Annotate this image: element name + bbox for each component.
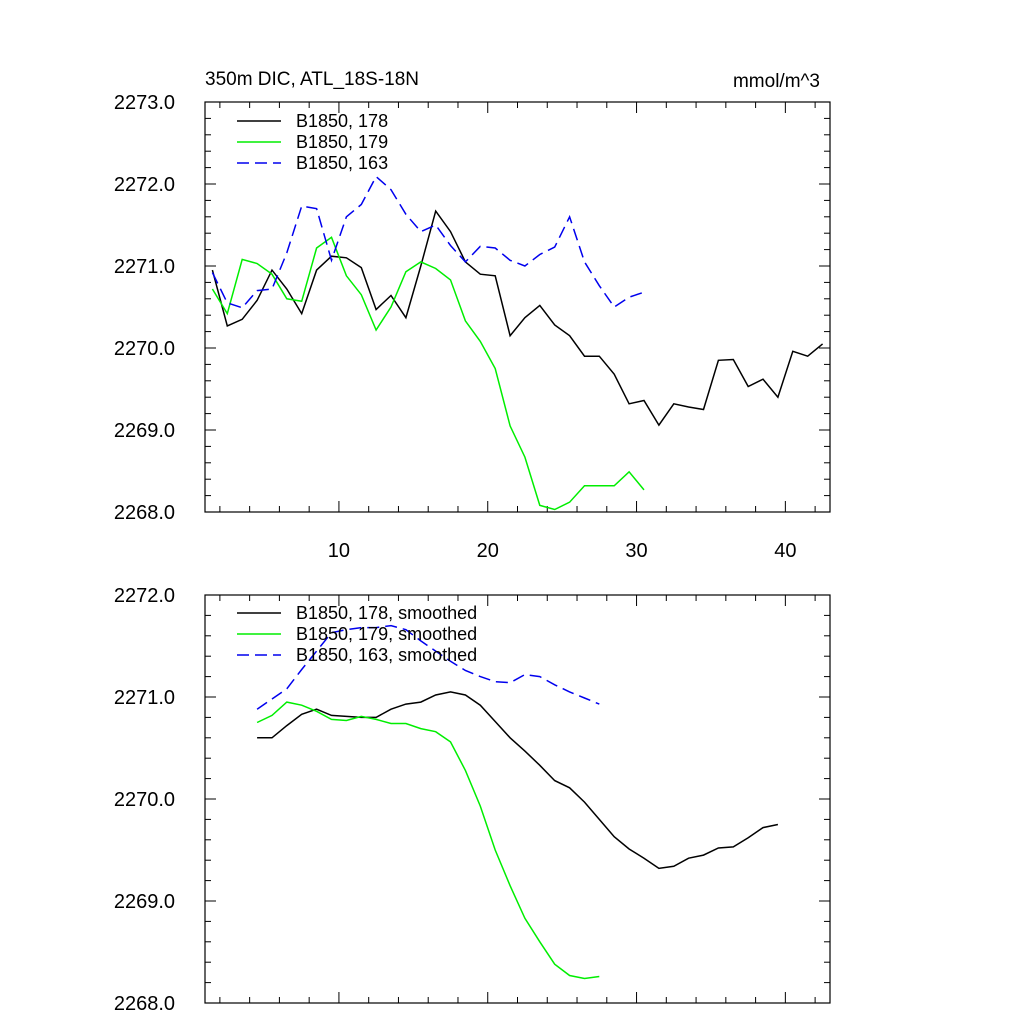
x-tick-label: 20 [477,540,499,562]
y-tick-label: 2272.0 [114,174,175,196]
x-tick-label: 10 [328,540,350,562]
x-tick-label: 30 [625,540,647,562]
unit-label: mmol/m^3 [733,71,820,92]
y-tick-label: 2272.0 [114,585,175,607]
y-tick-label: 2269.0 [114,891,175,913]
y-tick-label: 2268.0 [114,993,175,1015]
chart-panel-2: 2268.0 2269.0 2270.0 2271.0 2272.0 B1850, 178… [114,585,831,1015]
y-tick-label: 2270.0 [114,338,175,360]
series-line-3 [211,175,645,309]
series-line-3 [256,624,600,710]
series-line-1 [211,209,824,427]
legend-label: B1850, 163 [296,153,388,173]
legend-label: B1850, 178, smoothed [296,603,477,623]
y-tick-label: 2271.0 [114,687,175,709]
y-tick-label: 2270.0 [114,789,175,811]
legend-label: B1850, 179, smoothed [296,624,477,644]
y-tick-label: 2268.0 [114,502,175,524]
chart-panel-1: 2268.0 2269.0 2270.0 2271.0 2272.0 2273.0 10 20… [114,69,831,562]
series-line-2 [256,701,600,980]
legend-label: B1850, 178 [296,111,388,131]
series-line-1 [257,691,779,870]
legend-label: B1850, 163, smoothed [296,645,477,665]
legend-label: B1850, 179 [296,132,388,152]
y-tick-label: 2273.0 [114,92,175,114]
x-tick-label: 40 [774,540,796,562]
series-line-2 [211,236,645,511]
y-tick-label: 2269.0 [114,420,175,442]
y-tick-label: 2271.0 [114,256,175,278]
chart-title: 350m DIC, ATL_18S-18N [205,69,419,90]
